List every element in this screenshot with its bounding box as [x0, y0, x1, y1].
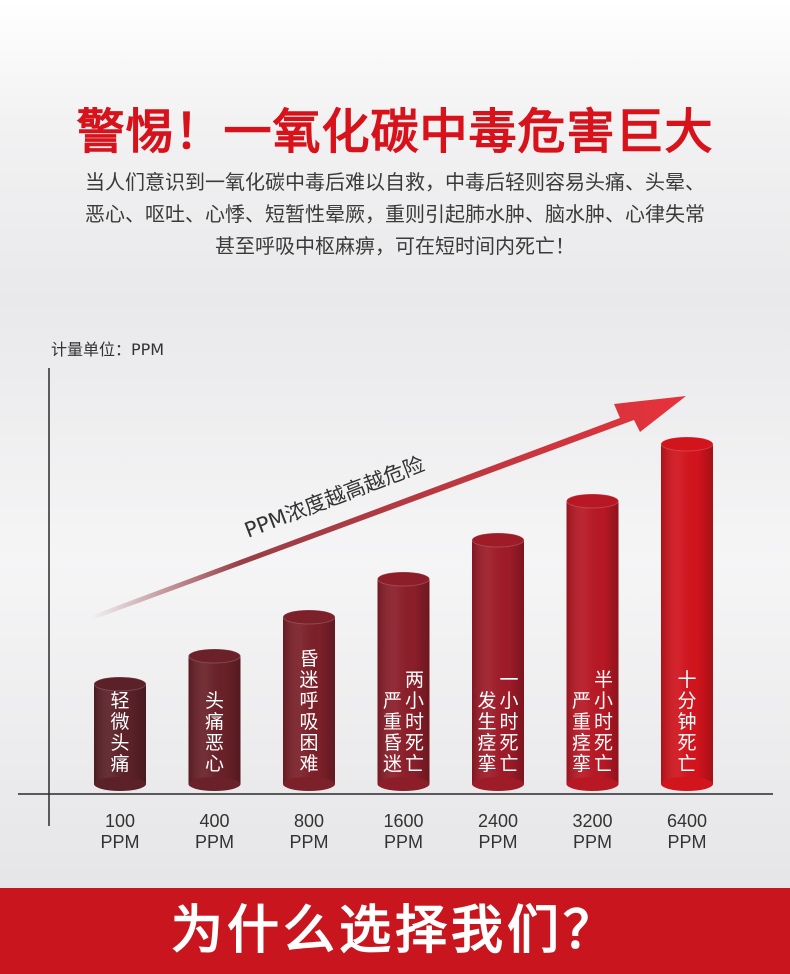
unit-label: 计量单位：PPM	[51, 340, 165, 359]
description-line: 甚至呼吸中枢麻痹，可在短时间内死亡！	[215, 234, 575, 258]
bar	[566, 493, 619, 791]
description-line: 当人们意识到一氧化碳中毒后难以自救，中毒后轻则容易头痛、头晕、	[85, 170, 705, 194]
description: 当人们意识到一氧化碳中毒后难以自救，中毒后轻则容易头痛、头晕、 恶心、呕吐、心悸…	[40, 166, 750, 262]
page-title: 警惕！一氧化碳中毒危害巨大	[76, 104, 714, 160]
bar-label: 两小时死亡	[405, 669, 424, 775]
bar-label: 十分钟死亡	[677, 669, 696, 775]
bar-label: 轻微头痛	[110, 690, 129, 775]
bar	[93, 676, 147, 791]
bar	[377, 571, 430, 791]
x-tick-label: 2400 PPM	[478, 811, 518, 852]
trend-arrow	[90, 396, 686, 620]
bar-label: 一小时死亡	[499, 669, 518, 775]
bar	[471, 532, 525, 791]
bar-label: 严重痉挛	[572, 690, 591, 775]
bar-label: 发生痉挛	[477, 690, 496, 775]
x-tick-label: 100 PPM	[100, 811, 139, 852]
bar-label: 头痛恶心	[205, 690, 224, 775]
bar-label: 半小时死亡	[594, 669, 613, 775]
bar	[188, 648, 241, 791]
bar	[660, 436, 714, 791]
x-tick-label: 3200 PPM	[572, 811, 612, 852]
x-tick-label: 1600 PPM	[383, 811, 423, 852]
footer-banner: 为什么选择我们？	[0, 888, 790, 974]
x-tick-label: 400 PPM	[195, 811, 234, 852]
bar	[282, 609, 336, 791]
bar-label: 昏迷呼吸困难	[299, 648, 318, 775]
description-line: 恶心、呕吐、心悸、短暂性晕厥，重则引起肺水肿、脑水肿、心律失常	[85, 202, 705, 226]
x-tick-label: 800 PPM	[289, 811, 328, 852]
bar-label: 严重昏迷	[383, 690, 402, 775]
x-tick-label: 6400 PPM	[667, 811, 707, 852]
